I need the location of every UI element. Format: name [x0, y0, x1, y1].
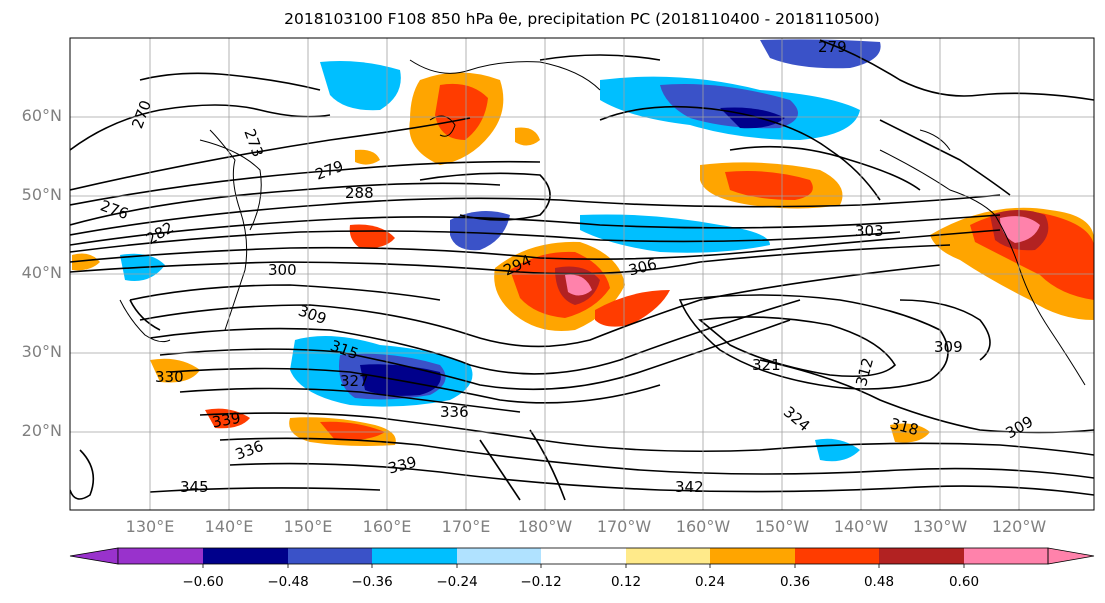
lon-label-170w: 170°W [596, 517, 652, 536]
pos-blob-east-pink [1000, 216, 1040, 243]
pos-blob-north-core [435, 83, 488, 140]
colorbar-swatch [118, 548, 203, 564]
colorbar-swatch [710, 548, 795, 564]
colorbar-swatch [964, 548, 1048, 564]
colorbar-tick-label: 0.24 [694, 574, 726, 590]
lon-label-140w: 140°W [833, 517, 889, 536]
lat-label-50n: 50°N [21, 185, 62, 204]
pos-blob-w [150, 358, 200, 383]
contour-label: 342 [675, 478, 704, 496]
pos-blob-front [595, 290, 670, 327]
contour-label: 336 [440, 403, 469, 421]
lon-label-150e: 150°E [283, 517, 333, 536]
lon-label-130e: 130°E [125, 517, 175, 536]
lat-label-30n: 30°N [21, 342, 62, 361]
pos-blob-sw-core [320, 421, 385, 441]
contour-label: 327 [340, 372, 369, 390]
lon-label-170e: 170°E [441, 517, 491, 536]
neg-blob-mid-light [580, 214, 770, 253]
neg-blob-bering [320, 61, 401, 111]
contour-label: 303 [855, 222, 884, 240]
colorbar-tick-label: 0.12 [610, 574, 642, 590]
pos-blob-se [890, 423, 930, 443]
lat-label-20n: 20°N [21, 421, 62, 440]
contour-label: 300 [268, 261, 297, 279]
lon-label-160e: 160°E [362, 517, 412, 536]
pos-blob-bering-small2 [515, 127, 540, 146]
colorbar-swatch [1047, 547, 1095, 565]
graticule [70, 38, 1094, 510]
contour-label: 330 [155, 368, 184, 386]
pos-blob-gulf-core [725, 171, 813, 200]
colorbar-tick-label: 0.36 [779, 574, 811, 590]
colorbar-tick-label: 0.48 [863, 574, 895, 590]
colorbar [69, 547, 1095, 568]
pos-blob-bering-small [355, 149, 380, 165]
map-frame [69, 37, 1095, 511]
colorbar-tick-label: −0.24 [436, 574, 478, 590]
colorbar-swatch [69, 547, 119, 565]
neg-blob-top [760, 39, 881, 69]
colorbar-swatch [203, 548, 288, 564]
pos-blob-central-pink [565, 274, 592, 296]
map-title: 2018103100 F108 850 hPa θe, precipitatio… [284, 10, 880, 28]
colorbar-swatch [626, 548, 710, 564]
contour-label: 288 [345, 184, 374, 202]
lat-label-60n: 60°N [21, 106, 62, 125]
theta-e-contours [70, 39, 1094, 501]
colorbar-swatch [795, 548, 879, 564]
colorbar-swatch [457, 548, 541, 564]
lon-label-160w: 160°W [675, 517, 731, 536]
colorbar-tick-label: −0.60 [182, 574, 224, 590]
contour-label: 309 [934, 338, 963, 356]
colorbar-swatch [372, 548, 457, 564]
colorbar-tick-label: −0.12 [520, 574, 562, 590]
lat-label-40n: 40°N [21, 263, 62, 282]
neg-blob-mid [450, 211, 510, 251]
coastlines [119, 59, 1086, 386]
lon-label-130w: 130°W [912, 517, 968, 536]
colorbar-tick-label: 0.60 [948, 574, 980, 590]
colorbar-tick-label: −0.48 [267, 574, 309, 590]
contour-label: 345 [180, 478, 209, 496]
colorbar-swatch [288, 548, 372, 564]
colorbar-swatch [879, 548, 964, 564]
lon-label-140e: 140°E [204, 517, 254, 536]
contour-label: 321 [752, 356, 781, 374]
lon-label-150w: 150°W [754, 517, 810, 536]
lon-label-180w: 180°W [517, 517, 573, 536]
pos-blob-left [72, 253, 100, 271]
contour-label: 279 [818, 38, 847, 56]
contour-label: 339 [211, 409, 242, 432]
colorbar-swatch [541, 548, 626, 564]
lon-label-120w: 120°W [991, 517, 1047, 536]
colorbar-tick-label: −0.36 [351, 574, 393, 590]
